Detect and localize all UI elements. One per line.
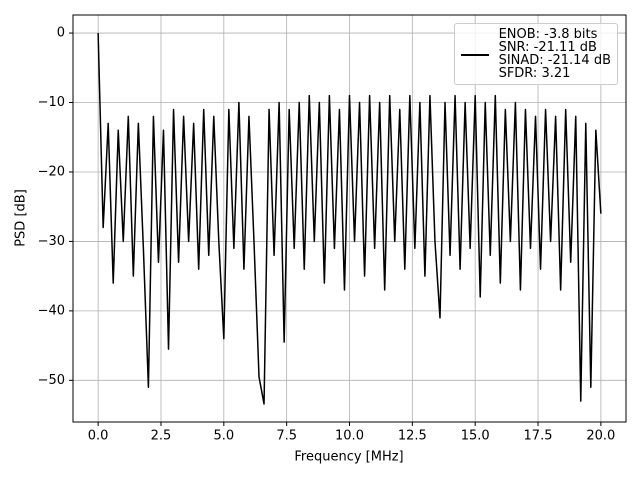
- x-tick-label: 20.0: [586, 429, 615, 444]
- x-tick-label: 15.0: [461, 429, 490, 444]
- x-tick-label: 7.5: [276, 429, 297, 444]
- x-tick-label: 10.0: [335, 429, 364, 444]
- plot-frame: [72, 14, 627, 423]
- legend-label: ENOB: -3.8 bits SNR: -21.11 dB SINAD: -2…: [498, 27, 611, 81]
- y-tick-label: −40: [38, 303, 65, 318]
- x-tick-label: 17.5: [524, 429, 553, 444]
- x-tick-label: 5.0: [213, 429, 234, 444]
- y-tick-label: 0: [57, 26, 65, 41]
- x-axis-label: Frequency [MHz]: [294, 450, 403, 465]
- x-tick-label: 2.5: [151, 429, 172, 444]
- x-tick-label: 0.0: [88, 429, 109, 444]
- y-axis-label: PSD [dB]: [14, 189, 29, 247]
- y-tick-label: −20: [38, 164, 65, 179]
- x-tick-label: 12.5: [398, 429, 427, 444]
- legend: ENOB: -3.8 bits SNR: -21.11 dB SINAD: -2…: [453, 23, 618, 85]
- y-tick-label: −50: [38, 373, 65, 388]
- legend-swatch: [460, 54, 489, 56]
- psd-line: [97, 33, 602, 405]
- y-tick-label: −10: [38, 95, 65, 110]
- y-tick-label: −30: [38, 234, 65, 249]
